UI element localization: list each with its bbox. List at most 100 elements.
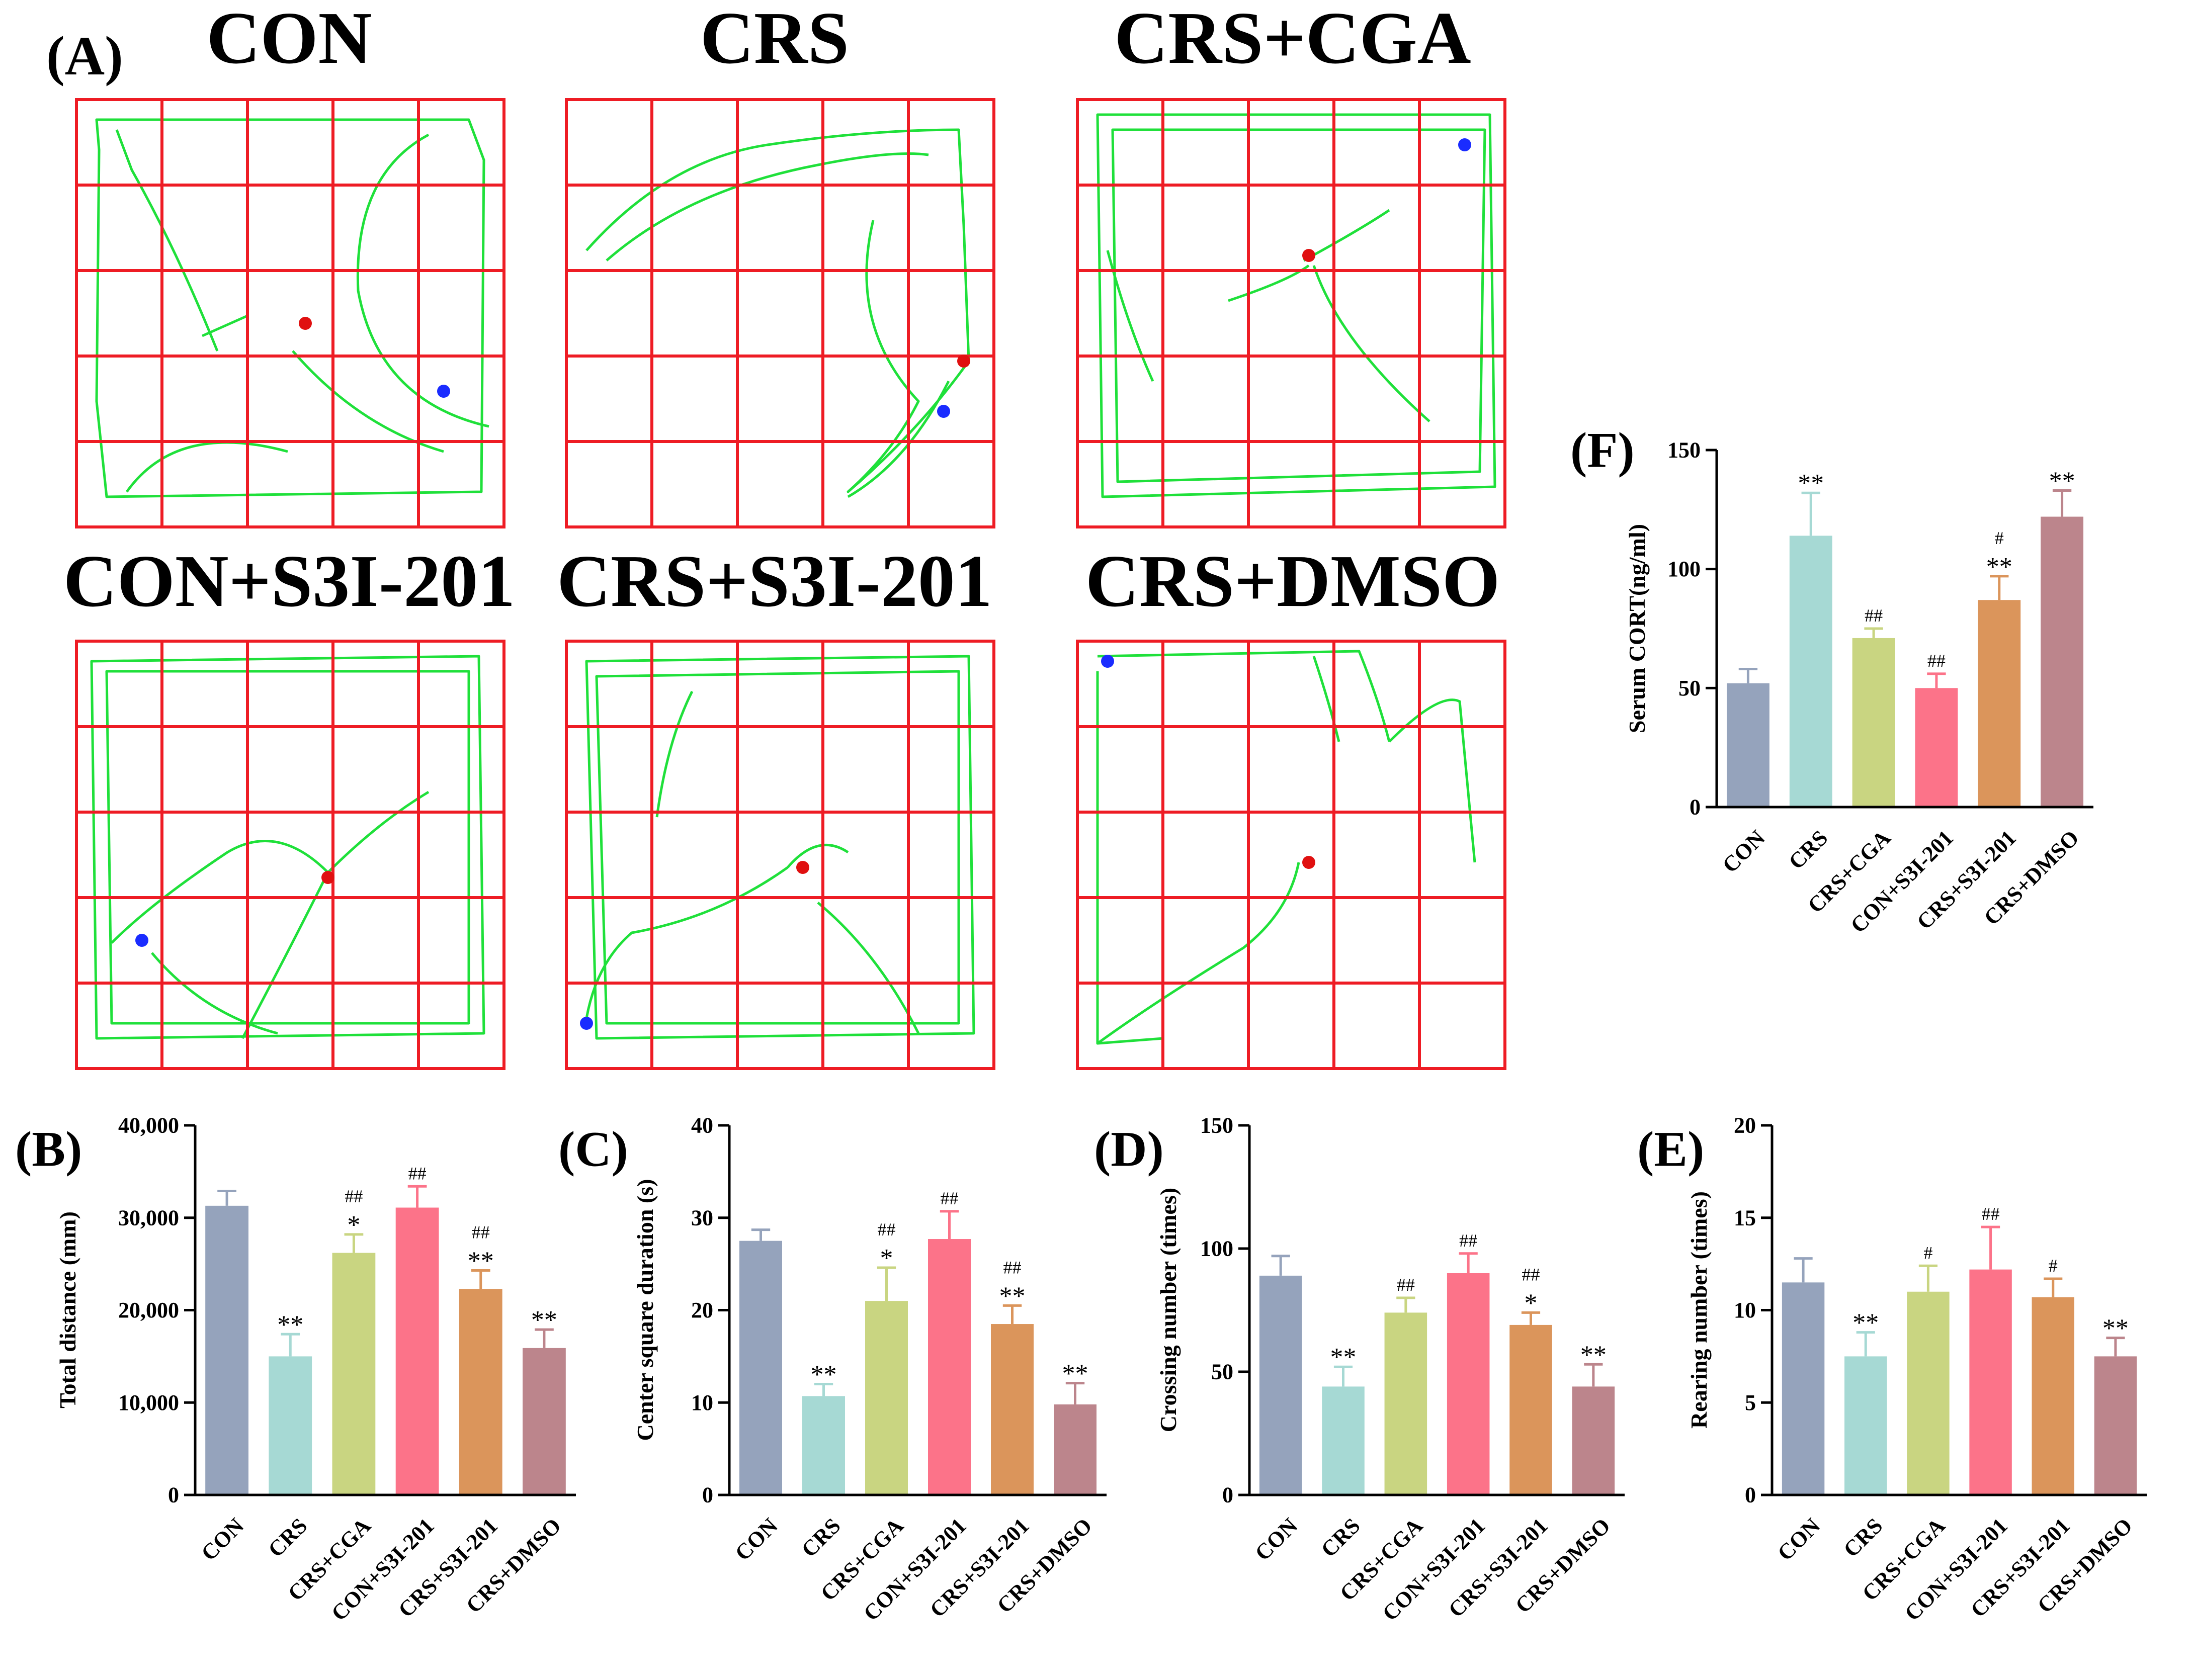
end-marker <box>437 385 450 398</box>
significance-marker: ** <box>277 1310 303 1339</box>
y-tick-label: 150 <box>1667 438 1701 463</box>
y-tick-label: 0 <box>702 1483 713 1508</box>
bar <box>1852 638 1895 807</box>
y-axis-label: Crossing number (times) <box>1155 1188 1181 1432</box>
bar <box>1259 1275 1302 1495</box>
start-marker <box>796 861 809 874</box>
bar <box>1969 1269 2012 1495</box>
chart-panel-e: (E) 0 5 10 15 20 Rearing number (times) CON ** CR… <box>1637 1113 2147 1626</box>
significance-marker: ## <box>345 1186 363 1206</box>
bar <box>1572 1386 1615 1495</box>
bar <box>459 1289 502 1495</box>
significance-marker: * <box>347 1211 360 1240</box>
significance-marker: ** <box>2102 1314 2129 1343</box>
bar <box>2032 1297 2074 1495</box>
arena-border <box>565 98 995 528</box>
bar <box>1789 536 1832 807</box>
significance-marker: ## <box>408 1163 427 1183</box>
y-tick-label: 40 <box>691 1113 713 1138</box>
bar <box>332 1253 376 1495</box>
significance-marker: ## <box>1522 1264 1540 1284</box>
significance-marker: ** <box>1580 1341 1607 1369</box>
trajectory-path <box>585 655 975 1040</box>
bar <box>1726 683 1769 807</box>
start-marker <box>957 355 970 368</box>
y-tick-label: 30 <box>691 1205 713 1230</box>
arena-border <box>1076 98 1506 528</box>
start-marker <box>321 871 334 884</box>
bar <box>1447 1273 1490 1495</box>
bar <box>1978 600 2021 807</box>
significance-marker: ** <box>1062 1360 1088 1388</box>
y-tick-label: 20 <box>691 1298 713 1322</box>
arena-1 <box>565 98 995 528</box>
bar <box>1322 1386 1365 1495</box>
significance-marker: ## <box>941 1188 959 1208</box>
trajectory-path <box>90 655 485 1040</box>
panel-label: (E) <box>1637 1121 1704 1177</box>
bar <box>205 1205 248 1495</box>
bar <box>1054 1404 1097 1495</box>
arena-0 <box>75 98 505 528</box>
y-tick-label: 10 <box>691 1390 713 1415</box>
panel-a-open-field-tracks: CON CRS CRS+CGA CON+S3I-201 CRS+S3I-201 CRS+D… <box>63 0 1506 1070</box>
arena-title: CRS+CGA <box>1114 0 1471 79</box>
bar <box>991 1324 1034 1495</box>
significance-marker: ** <box>1852 1309 1879 1338</box>
y-tick-label: 50 <box>1211 1360 1233 1384</box>
y-tick-label: 20,000 <box>118 1298 179 1322</box>
panel-label: (C) <box>558 1121 628 1177</box>
significance-marker: ## <box>472 1222 490 1242</box>
arena-5 <box>1076 640 1506 1070</box>
bar <box>865 1301 908 1495</box>
x-tick-label: CON <box>1773 1513 1825 1565</box>
arena-title: CRS+DMSO <box>1085 540 1500 623</box>
bar <box>1782 1282 1825 1495</box>
panel-a-label: (A) <box>46 25 123 86</box>
arena-title: CON <box>207 0 372 79</box>
x-tick-label: CON <box>196 1513 248 1565</box>
y-tick-label: 30,000 <box>118 1205 179 1230</box>
y-tick-label: 0 <box>1222 1483 1233 1508</box>
end-marker <box>937 405 950 418</box>
panel-label: (F) <box>1570 422 1635 478</box>
significance-marker: ** <box>468 1247 494 1275</box>
bar <box>1509 1324 1552 1495</box>
x-tick-label: CRS <box>263 1513 312 1562</box>
arena-border <box>75 640 505 1070</box>
x-tick-label: CRS <box>1316 1513 1365 1562</box>
y-tick-label: 100 <box>1200 1236 1233 1261</box>
y-tick-label: 10,000 <box>118 1390 179 1415</box>
y-tick-label: 40,000 <box>118 1113 179 1138</box>
significance-marker: ** <box>1986 553 2012 581</box>
bar <box>2094 1356 2137 1495</box>
arena-title: CRS+S3I-201 <box>557 540 992 623</box>
bar <box>802 1396 845 1495</box>
arena-3 <box>75 640 505 1070</box>
bar <box>1907 1291 1950 1495</box>
x-tick-label: CON <box>730 1513 783 1565</box>
significance-marker: ## <box>1982 1204 2000 1224</box>
start-marker <box>1302 249 1315 262</box>
y-tick-label: 0 <box>1690 795 1701 820</box>
y-tick-label: 150 <box>1200 1113 1233 1138</box>
bar <box>1844 1356 1887 1495</box>
end-marker <box>580 1017 593 1030</box>
y-tick-label: 0 <box>168 1483 179 1508</box>
bar <box>739 1241 782 1495</box>
chart-panel-c: (C) 0 10 20 30 40 Center square duration (s) CO… <box>558 1113 1107 1626</box>
bar <box>269 1356 312 1495</box>
trajectory-path <box>95 118 489 498</box>
panel-label: (B) <box>15 1121 82 1177</box>
significance-marker: ## <box>1003 1257 1022 1277</box>
x-tick-label: CON <box>1250 1513 1303 1565</box>
y-axis-label: Total distance (mm) <box>55 1211 80 1408</box>
x-tick-label: CRS <box>1838 1513 1887 1562</box>
arena-border <box>75 98 505 528</box>
y-tick-label: 20 <box>1734 1113 1756 1138</box>
y-tick-label: 50 <box>1678 676 1701 700</box>
start-marker <box>1302 856 1315 869</box>
arena-2 <box>1076 98 1506 528</box>
